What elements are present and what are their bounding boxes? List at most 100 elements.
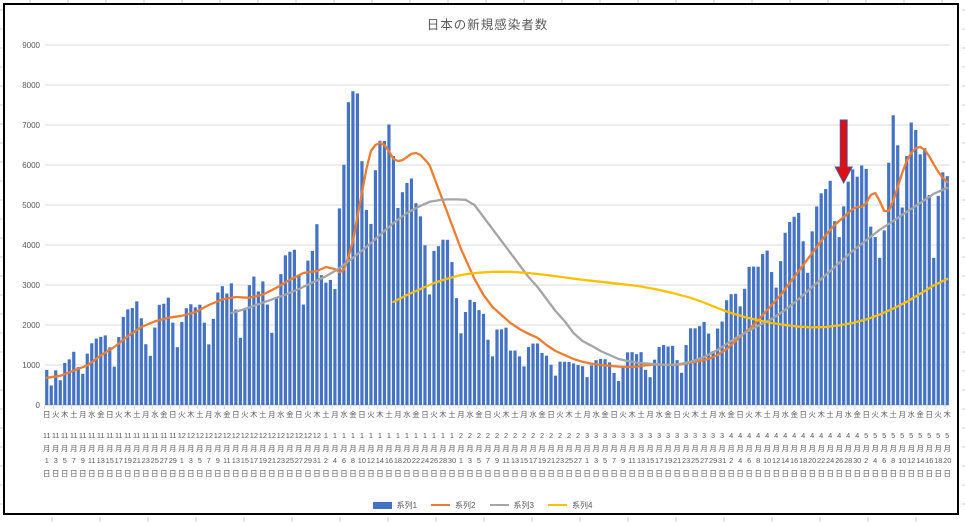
series1-bar[interactable] xyxy=(945,176,949,405)
series1-bar[interactable] xyxy=(711,351,715,405)
series1-bar[interactable] xyxy=(531,343,535,405)
series1-bar[interactable] xyxy=(184,308,188,405)
series1-bar[interactable] xyxy=(328,279,333,405)
series1-bar[interactable] xyxy=(351,91,355,406)
series1-bar[interactable] xyxy=(553,375,558,405)
legend-item-series4[interactable]: 系列4 xyxy=(547,500,592,511)
series1-bar[interactable] xyxy=(743,288,747,405)
series1-bar[interactable] xyxy=(882,230,886,405)
series3-line[interactable] xyxy=(230,186,949,366)
series1-bar[interactable] xyxy=(202,322,206,405)
series1-bar[interactable] xyxy=(932,257,936,405)
series1-bar[interactable] xyxy=(702,321,706,405)
series1-bar[interactable] xyxy=(319,275,324,405)
series1-bar[interactable] xyxy=(878,257,882,405)
series1-bar[interactable] xyxy=(941,172,945,405)
series1-bar[interactable] xyxy=(436,246,441,405)
series1-bar[interactable] xyxy=(94,338,98,405)
series1-bar[interactable] xyxy=(652,359,657,405)
series1-bar[interactable] xyxy=(459,333,463,405)
series1-bar[interactable] xyxy=(418,216,423,405)
legend-item-series1[interactable]: 系列1 xyxy=(372,500,417,511)
series1-bar[interactable] xyxy=(234,309,238,405)
series4-line[interactable] xyxy=(392,270,949,329)
series1-bar[interactable] xyxy=(621,366,625,405)
series1-bar[interactable] xyxy=(891,115,895,406)
series1-bar[interactable] xyxy=(513,350,517,405)
series1-bar[interactable] xyxy=(526,347,531,405)
series1-bar[interactable] xyxy=(693,328,697,405)
series1-bar[interactable] xyxy=(216,292,220,405)
series1-bar[interactable] xyxy=(842,206,846,405)
series1-bar[interactable] xyxy=(680,372,684,405)
series1-bar[interactable] xyxy=(423,245,427,405)
series1-bar[interactable] xyxy=(765,250,769,405)
series1-bar[interactable] xyxy=(918,154,922,405)
series1-bar[interactable] xyxy=(625,352,630,405)
series1-bar[interactable] xyxy=(252,276,256,405)
series1-bar[interactable] xyxy=(261,281,265,405)
series1-bar[interactable] xyxy=(270,332,274,405)
series1-bar[interactable] xyxy=(76,367,80,405)
series1-bar[interactable] xyxy=(387,124,391,405)
series1-bar[interactable] xyxy=(121,316,125,405)
series1-bar[interactable] xyxy=(905,156,909,405)
series1-bar[interactable] xyxy=(108,347,112,405)
series1-bar[interactable] xyxy=(139,318,143,405)
series1-bar[interactable] xyxy=(535,343,540,405)
series1-bar[interactable] xyxy=(274,297,278,405)
series1-bar[interactable] xyxy=(427,294,432,405)
series1-bar[interactable] xyxy=(562,361,567,405)
series1-bar[interactable] xyxy=(792,216,796,405)
series1-bar[interactable] xyxy=(238,337,242,405)
series2-line[interactable] xyxy=(45,141,949,379)
series1-bar[interactable] xyxy=(481,313,486,405)
series1-bar[interactable] xyxy=(589,365,594,405)
red-down-arrow-annotation[interactable] xyxy=(834,119,853,184)
series1-bar[interactable] xyxy=(378,140,382,406)
series1-bar[interactable] xyxy=(490,356,495,405)
series1-bar[interactable] xyxy=(544,355,549,405)
series1-bar[interactable] xyxy=(896,145,900,405)
series1-bar[interactable] xyxy=(607,362,612,405)
series1-bar[interactable] xyxy=(824,189,828,405)
series1-bar[interactable] xyxy=(432,250,436,405)
legend-item-series2[interactable]: 系列2 xyxy=(431,500,476,511)
series1-bar[interactable] xyxy=(409,178,414,405)
series1-bar[interactable] xyxy=(193,307,197,405)
series1-bar[interactable] xyxy=(198,304,202,405)
series1-bar[interactable] xyxy=(180,321,184,405)
series1-bar[interactable] xyxy=(923,148,927,405)
series1-bar[interactable] xyxy=(63,363,67,405)
series1-bar[interactable] xyxy=(369,223,373,405)
series1-bar[interactable] xyxy=(648,377,652,405)
series1-bar[interactable] xyxy=(788,221,792,405)
series1-bar[interactable] xyxy=(738,306,742,405)
series1-bar[interactable] xyxy=(243,308,247,405)
series1-bar[interactable] xyxy=(729,294,733,405)
series1-bar[interactable] xyxy=(522,366,526,405)
series1-bar[interactable] xyxy=(770,272,774,405)
series1-bar[interactable] xyxy=(819,193,823,405)
series1-bar[interactable] xyxy=(936,195,940,405)
series1-bar[interactable] xyxy=(342,164,346,405)
series1-bar[interactable] xyxy=(909,122,913,405)
series1-bar[interactable] xyxy=(689,328,693,405)
series1-bar[interactable] xyxy=(598,359,603,405)
series1-bar[interactable] xyxy=(85,353,89,405)
series1-bar[interactable] xyxy=(855,176,859,405)
series1-bar[interactable] xyxy=(486,339,490,405)
series1-bar[interactable] xyxy=(477,310,481,405)
series1-bar[interactable] xyxy=(927,194,931,405)
series1-bar[interactable] xyxy=(360,161,364,405)
series1-bar[interactable] xyxy=(130,308,134,405)
series1-bar[interactable] xyxy=(558,361,562,405)
series1-bar[interactable] xyxy=(833,221,837,405)
series1-bar[interactable] xyxy=(148,355,152,405)
series1-bar[interactable] xyxy=(576,365,580,405)
series1-bar[interactable] xyxy=(301,304,305,405)
series1-bar[interactable] xyxy=(450,262,454,405)
series1-bar[interactable] xyxy=(225,293,229,405)
series1-bar[interactable] xyxy=(585,377,589,405)
series1-bar[interactable] xyxy=(571,363,576,405)
